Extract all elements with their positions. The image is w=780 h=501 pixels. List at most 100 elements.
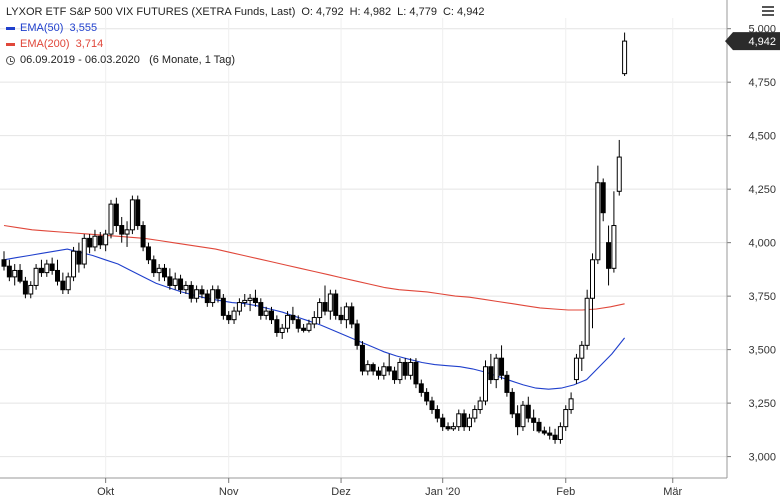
candle: [338, 306, 344, 324]
candle-body: [531, 417, 537, 423]
candle: [504, 371, 510, 397]
legend-ema200[interactable]: EMA(200) 3,714: [6, 36, 485, 52]
candle: [204, 289, 210, 307]
candle-body: [44, 263, 50, 274]
candle-body: [258, 302, 264, 316]
candle-body: [472, 409, 478, 419]
candle: [477, 396, 483, 414]
candle: [17, 264, 23, 284]
last-price-marker: 4,942: [725, 32, 780, 51]
close-value: 4,942: [457, 6, 485, 18]
candle-body: [199, 289, 205, 295]
candle: [183, 281, 189, 294]
candle-body: [622, 40, 628, 75]
candle-body: [402, 361, 408, 376]
last-price-tag: [725, 32, 780, 51]
hamburger-menu-icon[interactable]: [762, 6, 774, 20]
x-tick-label: Okt: [97, 486, 114, 498]
candle-body: [12, 269, 18, 278]
candle: [129, 195, 135, 235]
candle-body: [359, 344, 365, 372]
candle: [108, 199, 114, 239]
candle: [573, 353, 579, 384]
legend-range[interactable]: 06.09.2019 - 06.03.2020 (6 Monate, 1 Tag…: [6, 52, 485, 68]
candle: [466, 413, 472, 431]
candle-body: [295, 319, 301, 329]
candle: [499, 345, 505, 380]
candle-body: [269, 310, 274, 321]
y-axis: 3,000 3,250 3,500 3,750 4,000 4,250 4,500 4,750…: [726, 0, 776, 478]
candle-body: [33, 267, 39, 286]
candle: [397, 358, 403, 384]
candle-body: [483, 366, 488, 402]
legend-ema50[interactable]: EMA(50) 3,555: [6, 20, 485, 36]
candle-body: [461, 413, 467, 428]
candle: [285, 311, 291, 333]
candle: [269, 306, 274, 324]
candle: [327, 289, 333, 320]
x-tick-label: Jan '20: [425, 486, 460, 498]
candle: [6, 259, 12, 282]
candle: [402, 358, 408, 380]
candle: [12, 264, 18, 286]
candle-body: [547, 432, 553, 436]
low-label: L:: [397, 6, 407, 18]
candle: [231, 306, 237, 324]
candle-body: [226, 314, 232, 321]
period-label: (6 Monate, 1 Tag): [149, 54, 236, 66]
ema50-label: EMA(50): [20, 22, 64, 34]
candle: [156, 264, 162, 282]
candle: [434, 405, 440, 423]
candle: [252, 289, 258, 307]
candle: [60, 272, 66, 294]
candle-body: [536, 421, 542, 432]
x-tick-label: Nov: [219, 486, 239, 498]
candle: [557, 422, 563, 444]
candle: [616, 139, 622, 196]
candle: [483, 360, 488, 406]
candle-body: [178, 278, 184, 291]
ema50-value: 3,555: [69, 22, 98, 34]
candle-body: [119, 225, 125, 235]
candle: [520, 400, 526, 431]
candle: [322, 285, 328, 316]
low-value: 4,779: [409, 6, 437, 18]
candle-body: [194, 289, 200, 299]
candle-body: [392, 370, 398, 381]
candle-body: [541, 430, 547, 434]
candle-body: [590, 259, 595, 299]
candle: [365, 360, 371, 376]
candle-body: [573, 357, 579, 381]
candle: [279, 323, 285, 339]
open-value: 4,792: [316, 6, 344, 18]
candle-body: [71, 250, 77, 278]
candle-body: [92, 235, 98, 248]
candle: [162, 264, 167, 282]
candle-body: [584, 297, 590, 346]
candle-body: [568, 398, 574, 411]
candle: [343, 302, 349, 329]
candle-body: [76, 250, 82, 265]
instrument-title: LYXOR ETF S&P 500 VIX FUTURES (XETRA Fun…: [6, 6, 296, 18]
high-label: H:: [349, 6, 361, 18]
candle: [456, 409, 462, 431]
candle: [450, 422, 456, 431]
candle-body: [210, 289, 216, 304]
candle-body: [279, 327, 285, 334]
candle: [429, 396, 435, 414]
candle-body: [327, 293, 333, 312]
candle: [584, 289, 590, 350]
date-range: 06.09.2019 - 06.03.2020: [20, 54, 140, 66]
candle-body: [301, 327, 307, 331]
candle: [472, 405, 478, 423]
candle-body: [579, 344, 585, 359]
candle-body: [6, 265, 12, 278]
candle-body: [413, 361, 419, 385]
candle-body: [172, 278, 178, 286]
candle-body: [145, 246, 151, 261]
candle: [552, 428, 558, 444]
candle: [194, 285, 200, 303]
candle: [215, 285, 221, 303]
candle-body: [477, 400, 483, 411]
